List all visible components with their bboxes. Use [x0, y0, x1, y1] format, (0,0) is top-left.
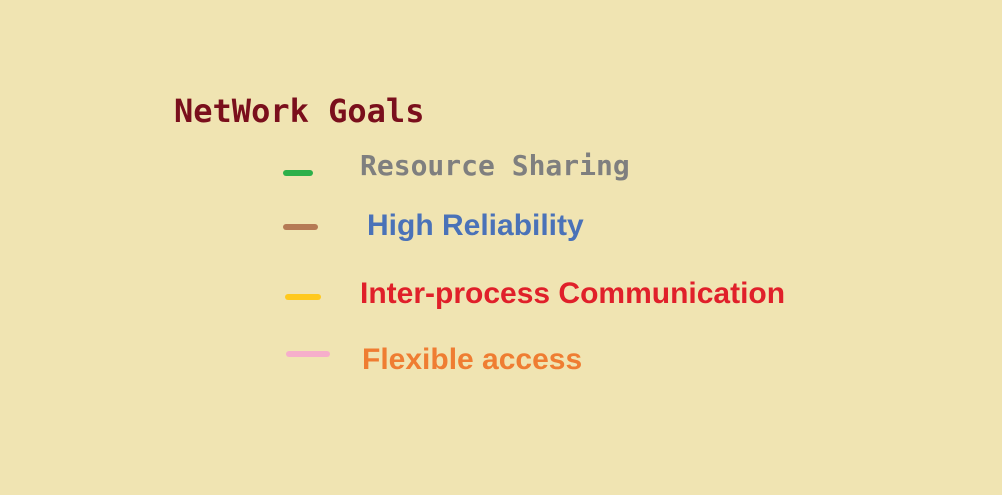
- goal-marker-dash: [286, 351, 330, 357]
- page-title: NetWork Goals: [174, 92, 425, 130]
- goal-marker-dash: [285, 294, 321, 300]
- goal-label: Flexible access: [362, 343, 583, 376]
- goal-label: Resource Sharing: [360, 149, 630, 182]
- goal-label: High Reliability: [367, 209, 584, 242]
- goal-marker-dash: [283, 224, 318, 230]
- goal-label: Inter-process Communication: [360, 277, 786, 310]
- goal-marker-dash: [283, 170, 313, 176]
